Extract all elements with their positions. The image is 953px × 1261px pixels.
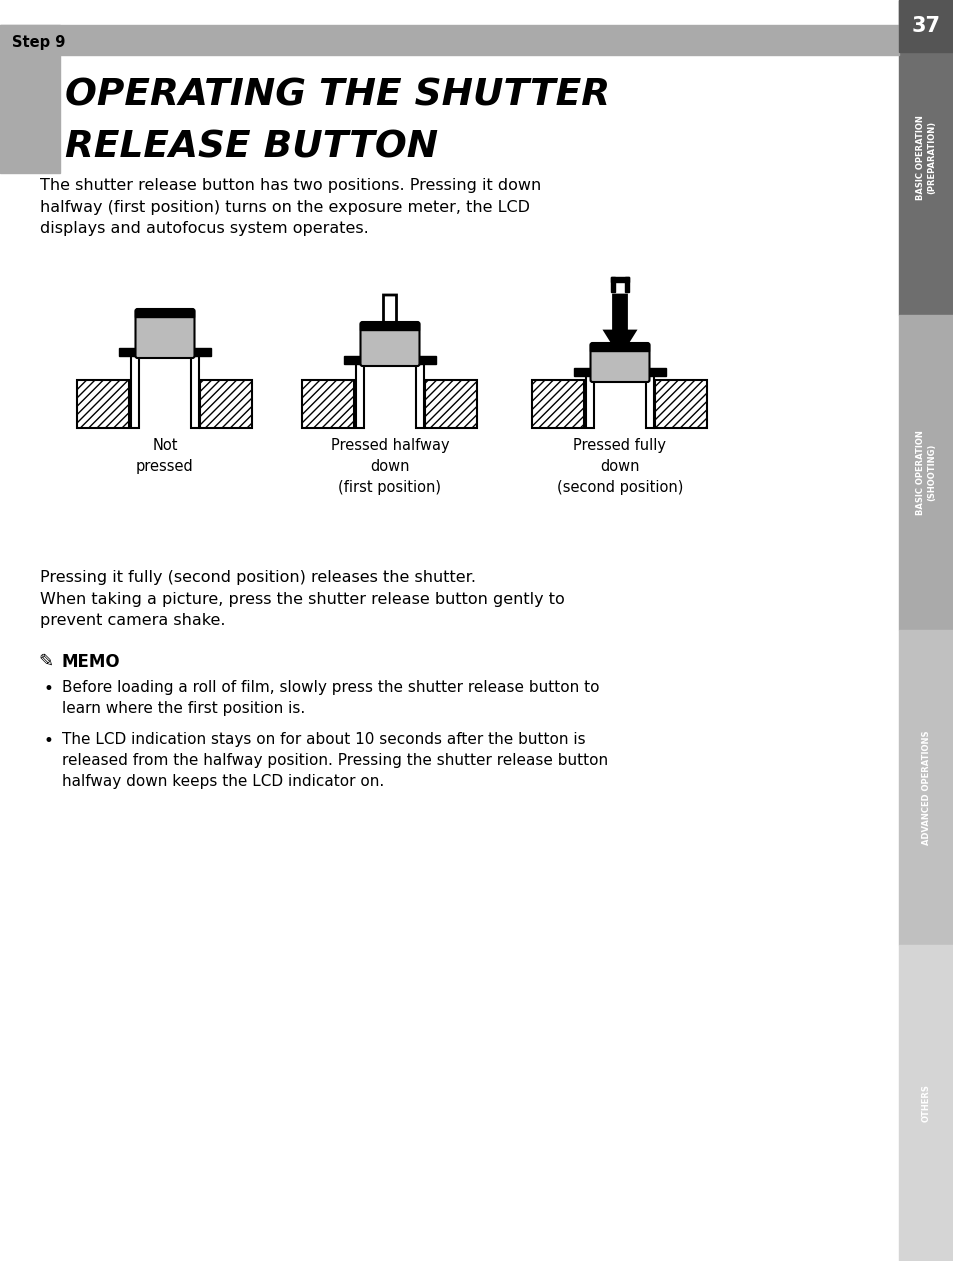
- Text: Pressing it fully (second position) releases the shutter.
When taking a picture,: Pressing it fully (second position) rele…: [40, 570, 564, 628]
- Text: ADVANCED OPERATIONS: ADVANCED OPERATIONS: [921, 730, 930, 845]
- Bar: [191, 348, 211, 356]
- Bar: [425, 380, 477, 427]
- Bar: [360, 323, 419, 330]
- Bar: [344, 356, 364, 364]
- Text: RELEASE BUTTON: RELEASE BUTTON: [65, 130, 437, 166]
- Text: BASIC OPERATION
(SHOOTING): BASIC OPERATION (SHOOTING): [916, 430, 936, 514]
- Text: BASIC OPERATION
(PREPARATION): BASIC OPERATION (PREPARATION): [916, 115, 936, 200]
- Text: The LCD indication stays on for about 10 seconds after the button is
released fr: The LCD indication stays on for about 10…: [62, 731, 607, 789]
- FancyBboxPatch shape: [135, 309, 194, 358]
- Text: OPERATING THE SHUTTER: OPERATING THE SHUTTER: [65, 77, 610, 113]
- Text: MEMO: MEMO: [62, 653, 120, 671]
- Bar: [119, 348, 139, 356]
- Text: Step 9: Step 9: [12, 35, 66, 50]
- Bar: [898, 0, 953, 315]
- FancyBboxPatch shape: [590, 343, 649, 382]
- Text: Not
pressed: Not pressed: [136, 438, 193, 474]
- Bar: [645, 372, 654, 427]
- Bar: [532, 380, 584, 427]
- Bar: [302, 380, 355, 427]
- Bar: [416, 356, 436, 364]
- Bar: [610, 277, 615, 293]
- Text: •: •: [43, 680, 52, 699]
- Bar: [898, 944, 953, 1261]
- Bar: [585, 372, 594, 427]
- Bar: [191, 352, 199, 427]
- Bar: [645, 368, 665, 376]
- FancyBboxPatch shape: [360, 322, 419, 366]
- Text: Pressed halfway
down
(first position): Pressed halfway down (first position): [331, 438, 449, 496]
- Bar: [0, 25, 60, 173]
- Bar: [135, 310, 194, 317]
- Bar: [655, 380, 707, 427]
- Text: Before loading a roll of film, slowly press the shutter release button to
learn : Before loading a roll of film, slowly pr…: [62, 680, 598, 716]
- Text: •: •: [43, 731, 52, 750]
- Bar: [131, 352, 139, 427]
- Bar: [0, 25, 898, 55]
- Text: ✎: ✎: [38, 653, 53, 671]
- Bar: [355, 359, 364, 427]
- Bar: [898, 0, 953, 52]
- Text: OTHERS: OTHERS: [921, 1084, 930, 1122]
- Text: 37: 37: [910, 16, 940, 37]
- Polygon shape: [375, 295, 405, 356]
- Bar: [624, 277, 628, 293]
- Bar: [590, 344, 649, 351]
- Bar: [77, 380, 130, 427]
- Polygon shape: [604, 295, 635, 356]
- Text: The shutter release button has two positions. Pressing it down
halfway (first po: The shutter release button has two posit…: [40, 178, 540, 236]
- Bar: [200, 380, 253, 427]
- Text: Pressed fully
down
(second position): Pressed fully down (second position): [557, 438, 682, 496]
- Bar: [416, 359, 423, 427]
- Bar: [610, 277, 628, 282]
- Bar: [574, 368, 594, 376]
- Bar: [898, 630, 953, 944]
- Bar: [898, 315, 953, 630]
